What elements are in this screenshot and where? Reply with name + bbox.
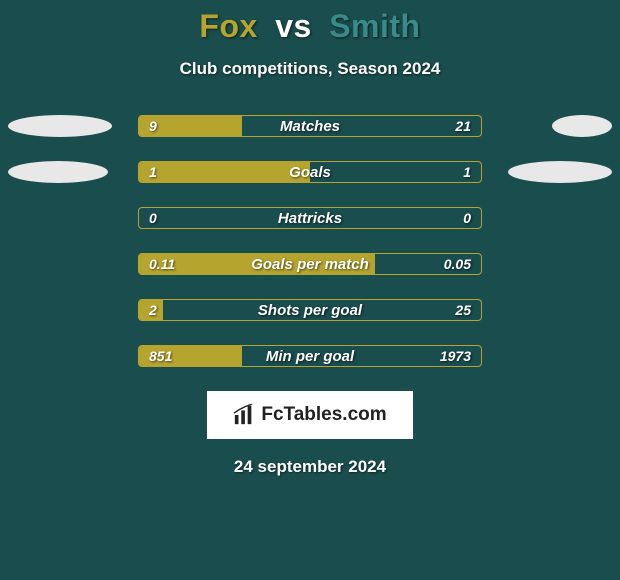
stat-row: 00Hattricks: [0, 207, 620, 229]
stat-bar: 225Shots per goal: [138, 299, 482, 321]
stat-bar: 921Matches: [138, 115, 482, 137]
stat-bar: 0.110.05Goals per match: [138, 253, 482, 275]
stat-label: Hattricks: [139, 208, 481, 228]
subtitle: Club competitions, Season 2024: [0, 59, 620, 79]
stat-bar: 00Hattricks: [138, 207, 482, 229]
ellipse-right: [508, 161, 612, 183]
logo-text: FcTables.com: [261, 404, 386, 426]
stat-row: 0.110.05Goals per match: [0, 253, 620, 275]
title-player1: Fox: [199, 8, 257, 44]
stat-label: Shots per goal: [139, 300, 481, 320]
stats-chart: 921Matches 11Goals 00Hattricks 0.110.05Goal…: [0, 115, 620, 367]
logo-box[interactable]: FcTables.com: [207, 391, 413, 439]
ellipse-left: [8, 161, 108, 183]
stat-label: Goals per match: [139, 254, 481, 274]
ellipse-right: [552, 115, 612, 137]
stat-row: 225Shots per goal: [0, 299, 620, 321]
stat-bar: 11Goals: [138, 161, 482, 183]
ellipse-left: [8, 115, 112, 137]
page-title: Fox vs Smith: [0, 8, 620, 45]
date-label: 24 september 2024: [0, 457, 620, 477]
stat-bar: 8511973Min per goal: [138, 345, 482, 367]
stat-label: Matches: [139, 116, 481, 136]
stat-label: Min per goal: [139, 346, 481, 366]
title-vs: vs: [275, 8, 312, 44]
stat-row: 11Goals: [0, 161, 620, 183]
title-player2: Smith: [329, 8, 420, 44]
comparison-card: Fox vs Smith Club competitions, Season 2…: [0, 0, 620, 580]
stat-label: Goals: [139, 162, 481, 182]
bar-chart-icon: [233, 404, 255, 426]
stat-row: 8511973Min per goal: [0, 345, 620, 367]
stat-row: 921Matches: [0, 115, 620, 137]
